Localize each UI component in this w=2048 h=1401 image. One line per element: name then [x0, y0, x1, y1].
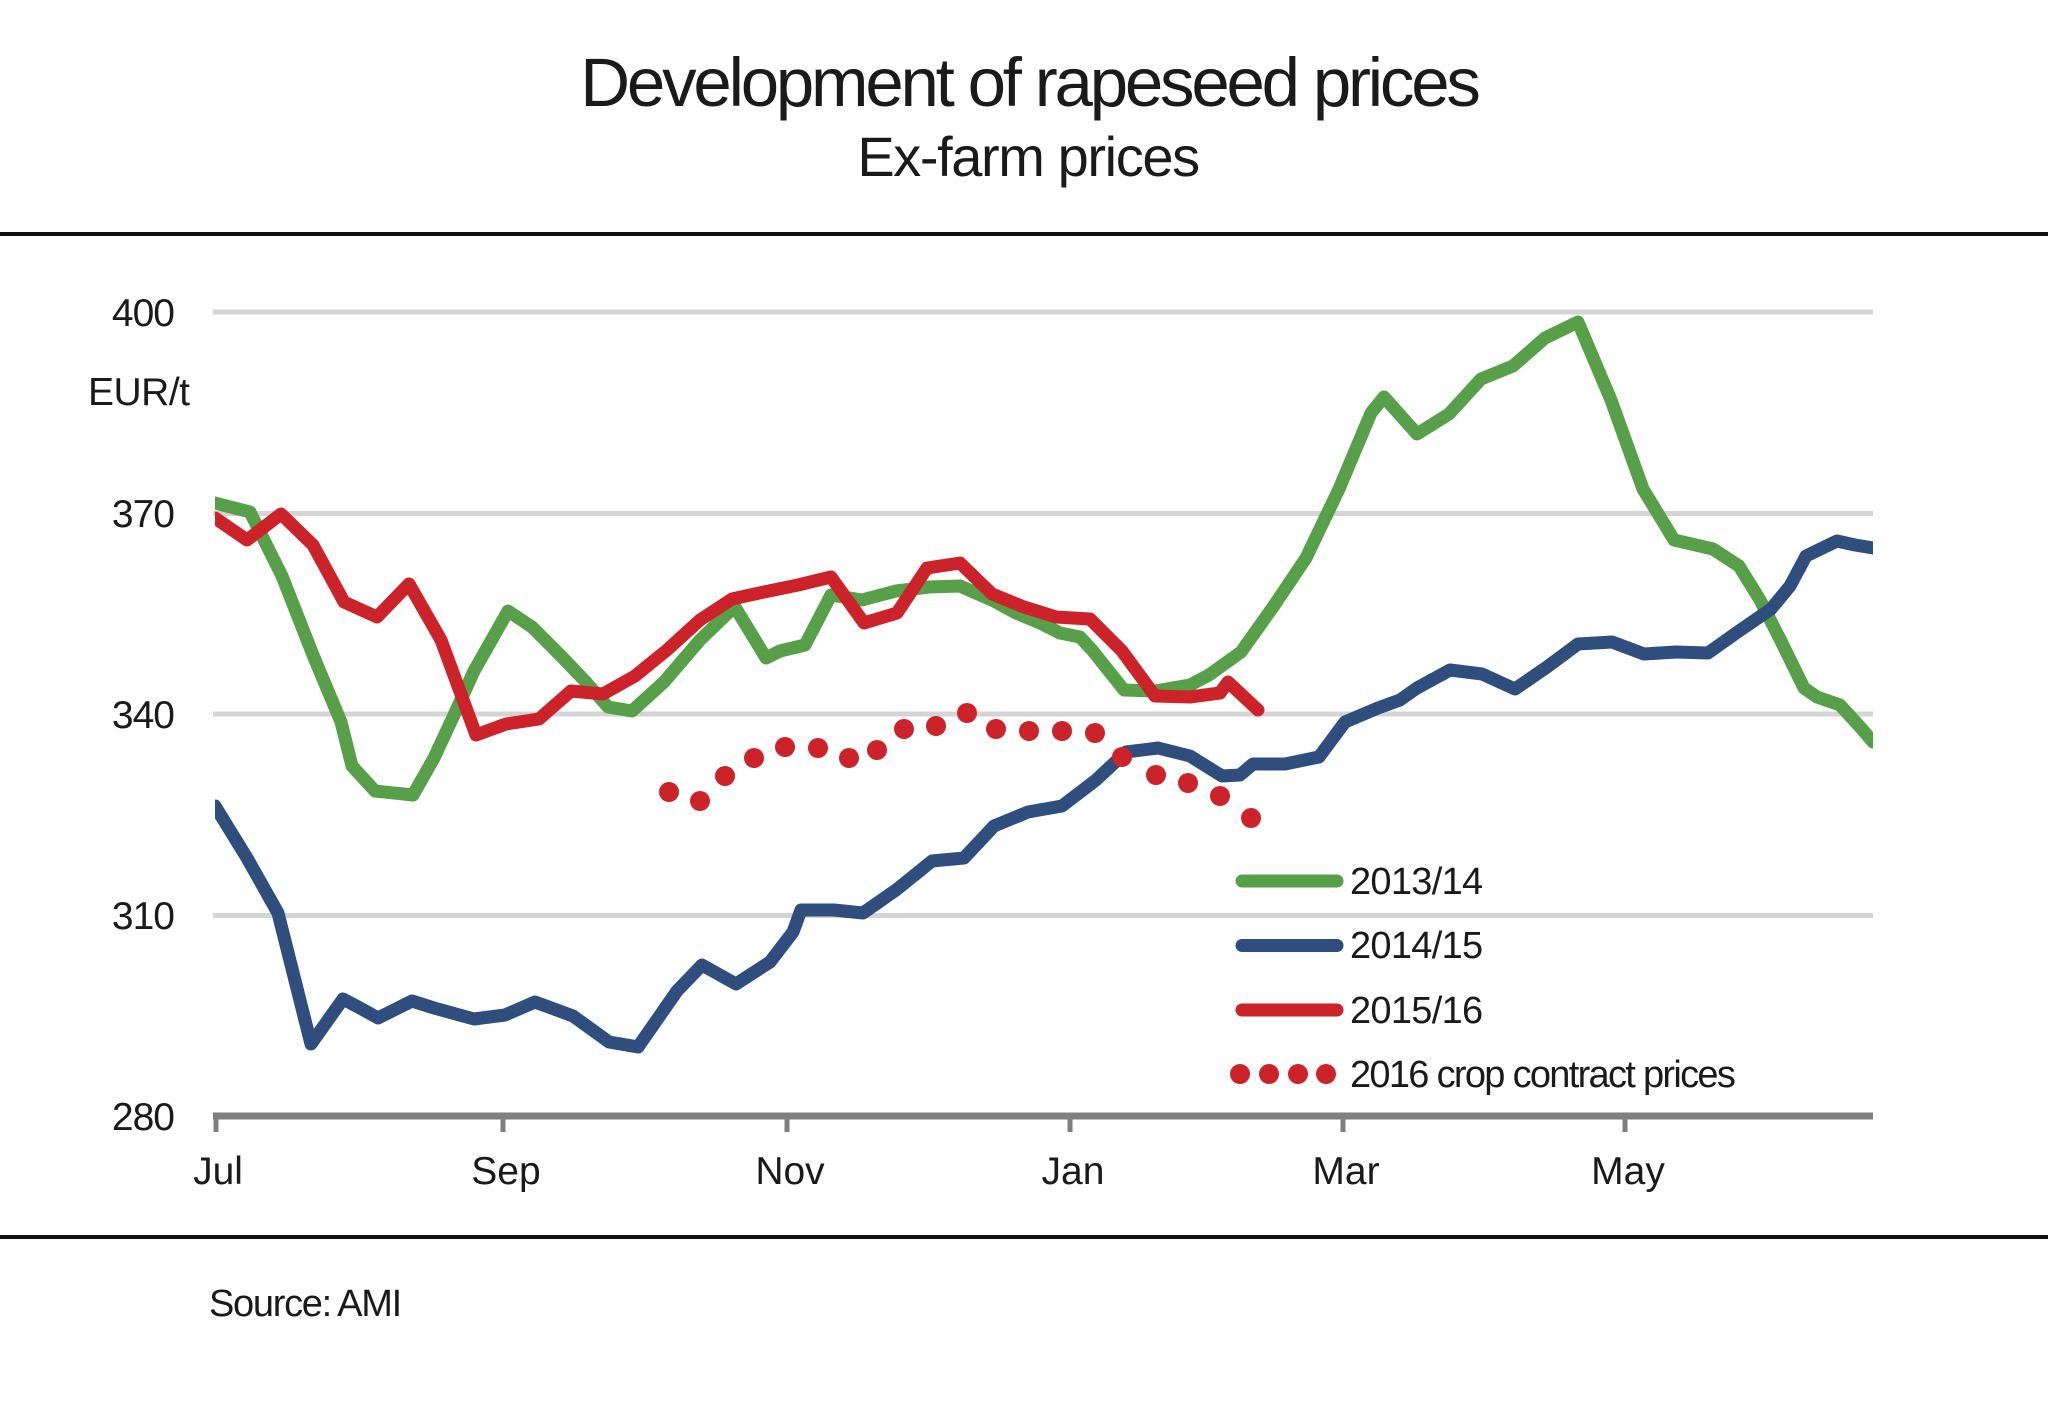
svg-text:2015/16: 2015/16 [1350, 990, 1482, 1032]
svg-text:Nov: Nov [755, 1150, 825, 1193]
svg-text:340: 340 [112, 694, 174, 737]
svg-text:Source: AMI: Source: AMI [209, 1283, 401, 1325]
svg-text:400: 400 [112, 292, 174, 335]
svg-text:Sep: Sep [471, 1150, 540, 1193]
svg-text:Ex-farm prices: Ex-farm prices [857, 125, 1198, 188]
svg-text:May: May [1591, 1150, 1665, 1193]
svg-text:Mar: Mar [1312, 1150, 1379, 1193]
svg-text:2016 crop contract prices: 2016 crop contract prices [1350, 1054, 1735, 1096]
svg-text:2014/15: 2014/15 [1350, 925, 1482, 967]
svg-text:Jan: Jan [1042, 1150, 1105, 1193]
svg-text:310: 310 [112, 895, 174, 938]
svg-text:280: 280 [112, 1096, 174, 1139]
svg-text:Development of rapeseed prices: Development of rapeseed prices [580, 44, 1478, 121]
svg-text:2013/14: 2013/14 [1350, 861, 1483, 903]
svg-text:Jul: Jul [193, 1150, 243, 1193]
svg-text:EUR/t: EUR/t [88, 371, 190, 414]
svg-text:370: 370 [112, 493, 174, 536]
